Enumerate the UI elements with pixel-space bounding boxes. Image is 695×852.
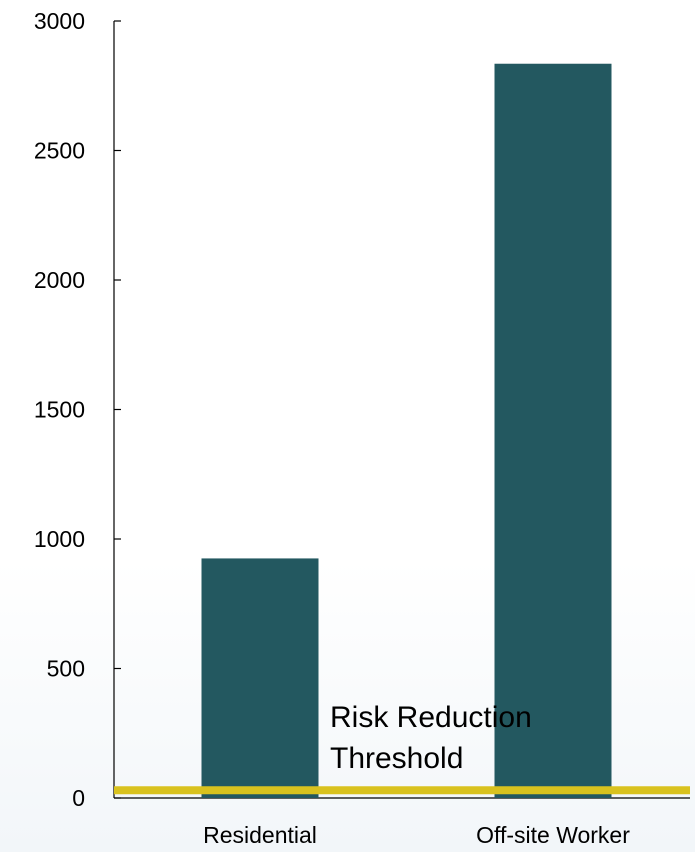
labels: 0 500 1000 1500 2000 2500 3000 Residential Off-s… xyxy=(34,8,630,848)
bars xyxy=(201,63,612,799)
y-tick-label: 500 xyxy=(47,656,85,682)
y-tick-label: 0 xyxy=(72,785,85,811)
bar-off-site-worker xyxy=(494,63,612,799)
y-tick-label: 2000 xyxy=(34,267,85,293)
threshold-label-line2: Threshold xyxy=(330,742,463,775)
x-tick-label: Off-site Worker xyxy=(476,822,630,848)
y-tick-label: 3000 xyxy=(34,8,85,34)
bar-residential xyxy=(201,558,319,798)
x-tick-label: Residential xyxy=(203,822,317,848)
y-tick-label: 1000 xyxy=(34,526,85,552)
y-tick-label: 2500 xyxy=(34,138,85,164)
threshold-label-line1: Risk Reduction xyxy=(330,701,532,734)
y-tick-label: 1500 xyxy=(34,397,85,423)
